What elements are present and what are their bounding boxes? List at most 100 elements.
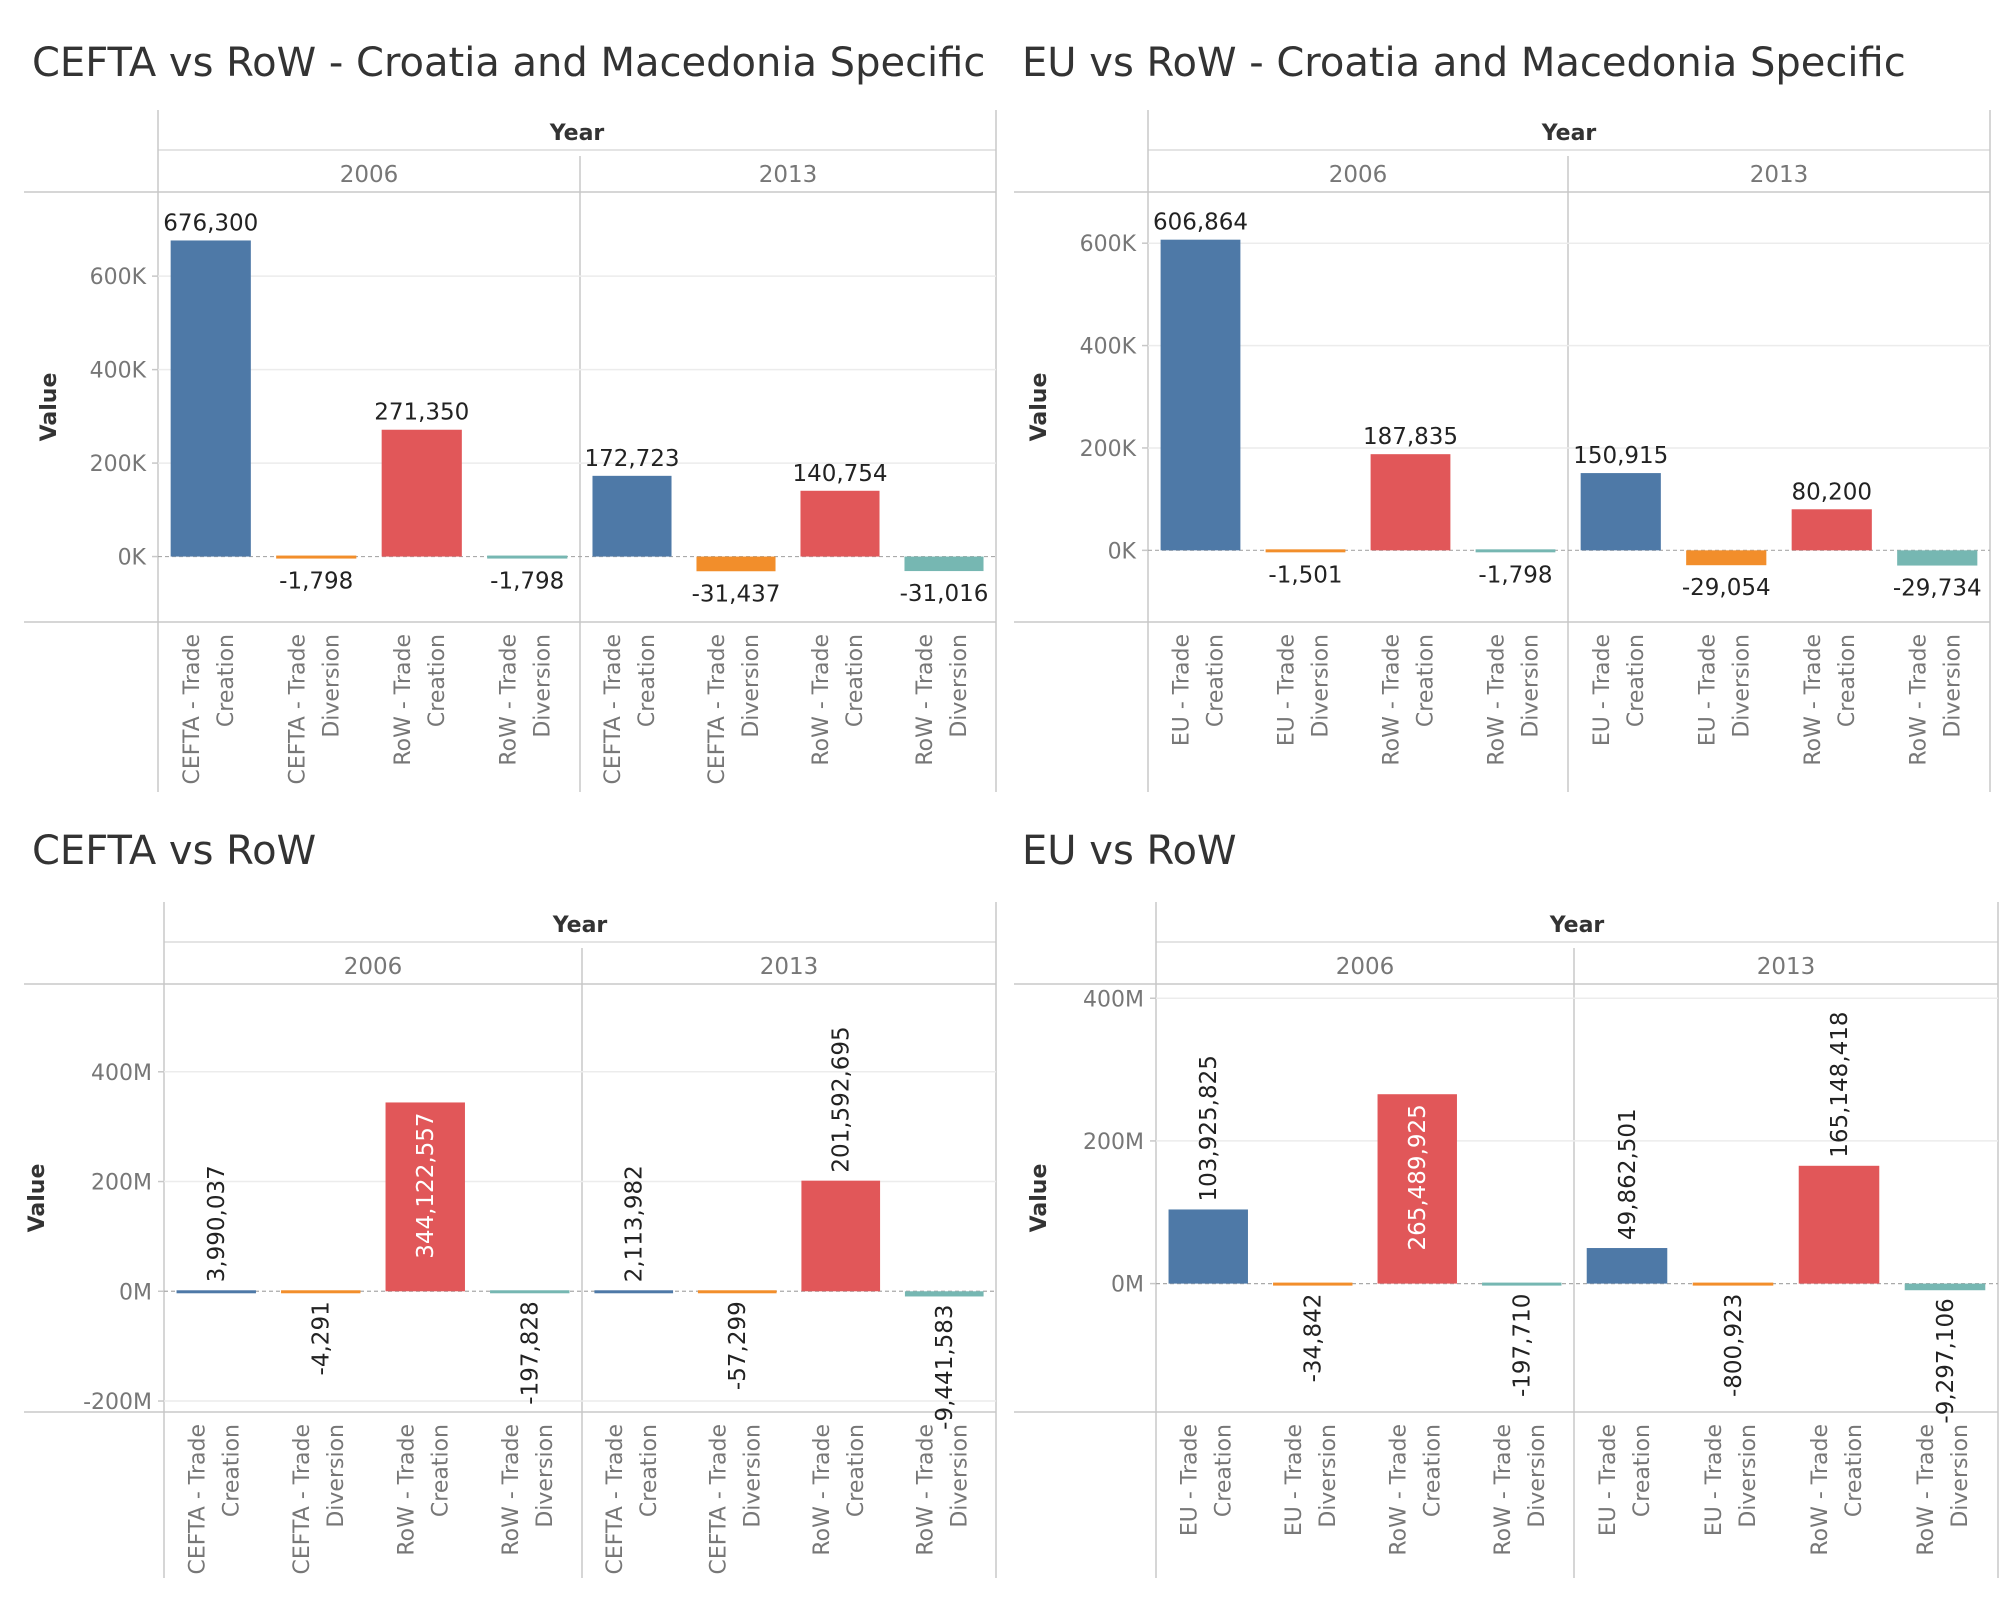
year-header-2006: 2006: [340, 162, 399, 188]
category-label: Creation: [1211, 1424, 1236, 1517]
bar-2013-3: [904, 556, 984, 572]
year-header-2013: 2013: [759, 162, 818, 188]
data-label: 165,148,418: [1827, 1011, 1853, 1157]
data-label: -34,842: [1301, 1294, 1327, 1383]
y-tick-label: 600K: [90, 265, 147, 290]
bar-2013-1: [697, 1290, 777, 1294]
category-label: CEFTA - Trade: [706, 1424, 731, 1574]
category-label: Creation: [214, 634, 239, 727]
bar-2006-2: [385, 1102, 465, 1292]
category-label: CEFTA - Trade: [603, 1424, 628, 1574]
bar-2013-0: [1580, 473, 1661, 551]
category-label: EU - Trade: [1596, 1424, 1621, 1536]
category-label: RoW - Trade: [810, 1424, 835, 1556]
y-tick-label: 400M: [91, 1061, 152, 1086]
category-label: Creation: [844, 1424, 869, 1517]
category-label: RoW - Trade: [1914, 1424, 1939, 1556]
category-label: CEFTA - Trade: [705, 634, 730, 784]
category-label: EU - Trade: [1590, 634, 1615, 746]
bar-2006-1: [276, 555, 357, 559]
bar-2013-2: [801, 1180, 881, 1292]
data-label: -31,016: [900, 581, 989, 607]
category-label: Creation: [1624, 634, 1649, 727]
bar-2013-0: [594, 1290, 674, 1294]
category-label: EU - Trade: [1170, 634, 1195, 746]
category-label: Creation: [1420, 1424, 1445, 1517]
data-label: -1,798: [1478, 562, 1552, 588]
data-label: -4,291: [309, 1301, 335, 1375]
chart-panel-eu-row: EU vs RoW Year 2006 2013 0M 200M 400M Value 103…: [1000, 800, 2000, 1600]
bar-2013-0: [1586, 1248, 1668, 1284]
category-label: Creation: [637, 1424, 662, 1517]
data-label: 676,300: [163, 210, 258, 236]
bar-2006-1: [1273, 1282, 1353, 1286]
data-label: 201,592,695: [829, 1026, 855, 1172]
category-label: Creation: [635, 634, 660, 727]
category-label: RoW - Trade: [496, 634, 521, 766]
category-label: RoW - Trade: [1386, 1424, 1411, 1556]
year-header-2013: 2013: [1750, 162, 1809, 188]
category-label: CEFTA - Trade: [601, 634, 626, 784]
chart-title: CEFTA vs RoW - Croatia and Macedonia Spe…: [32, 40, 986, 86]
bar-2013-2: [1791, 509, 1872, 551]
bar-2006-3: [490, 1290, 570, 1294]
y-tick-label: 0K: [1108, 539, 1137, 564]
bar-chart: Year 2006 2013 0K 200K 400K 600K Value 676,300 CE…: [24, 110, 997, 792]
bar-chart: Year 2006 2013 0K 200K 400K 600K Value 606,864 EU…: [1014, 110, 1991, 792]
category-label: CEFTA - Trade: [185, 1424, 210, 1574]
column-header-label: Year: [1549, 913, 1605, 938]
bar-2013-3: [904, 1291, 984, 1297]
data-label: -1,798: [279, 569, 353, 595]
category-label: RoW - Trade: [809, 634, 834, 766]
category-label: Diversion: [530, 634, 555, 738]
category-label: CEFTA - Trade: [290, 1424, 315, 1574]
category-label: Diversion: [1316, 1424, 1341, 1528]
data-label: 265,489,925: [1405, 1104, 1431, 1250]
data-label: 103,925,825: [1196, 1055, 1222, 1201]
category-label: RoW - Trade: [394, 1424, 419, 1556]
category-label: RoW - Trade: [1808, 1424, 1833, 1556]
data-label: -197,828: [518, 1301, 544, 1404]
data-label: 3,990,037: [204, 1165, 230, 1282]
bar-2006-0: [1160, 239, 1241, 551]
category-label: Diversion: [1525, 1424, 1550, 1528]
category-label: Diversion: [947, 1424, 972, 1528]
column-header-label: Year: [552, 913, 608, 938]
data-label: 172,723: [584, 446, 679, 472]
bar-2013-3: [1904, 1283, 1986, 1291]
category-label: Creation: [219, 1424, 244, 1517]
category-label: RoW - Trade: [499, 1424, 524, 1556]
chart-panel-eu-row-specific: EU vs RoW - Croatia and Macedonia Specif…: [1000, 0, 2000, 800]
bar-2013-2: [800, 490, 880, 557]
data-label: 49,862,501: [1615, 1108, 1641, 1240]
data-label: -9,441,583: [932, 1304, 958, 1429]
y-tick-label: 400M: [1083, 987, 1144, 1012]
category-label: Diversion: [739, 634, 764, 738]
category-label: EU - Trade: [1177, 1424, 1202, 1536]
category-label: RoW - Trade: [1491, 1424, 1516, 1556]
category-label: Creation: [428, 1424, 453, 1517]
bar-2013-1: [1692, 1282, 1774, 1286]
data-label: -1,798: [490, 569, 564, 595]
bar-2013-1: [1686, 550, 1767, 566]
category-label: EU - Trade: [1275, 634, 1300, 746]
year-header-2006: 2006: [1329, 162, 1388, 188]
chart-panel-cefta-row: CEFTA vs RoW Year 2006 2013 -200M 0M 200M 400M…: [0, 800, 1000, 1600]
category-label: Diversion: [740, 1424, 765, 1528]
bar-2006-2: [381, 429, 462, 557]
y-axis-label: Value: [25, 1164, 50, 1233]
y-tick-label: 200M: [91, 1171, 152, 1196]
data-label: -57,299: [725, 1301, 751, 1390]
category-label: Diversion: [1948, 1424, 1973, 1528]
data-label: -197,710: [1510, 1294, 1536, 1397]
bar-2006-1: [281, 1290, 361, 1294]
category-label: EU - Trade: [1702, 1424, 1727, 1536]
data-label: -800,923: [1721, 1294, 1747, 1397]
y-tick-label: 200M: [1083, 1130, 1144, 1155]
data-label: 187,835: [1363, 424, 1458, 450]
category-label: Diversion: [324, 1424, 349, 1528]
category-label: CEFTA - Trade: [285, 634, 310, 784]
data-label: -1,501: [1268, 562, 1342, 588]
data-label: 2,113,982: [622, 1165, 648, 1282]
y-axis-label: Value: [37, 373, 62, 442]
